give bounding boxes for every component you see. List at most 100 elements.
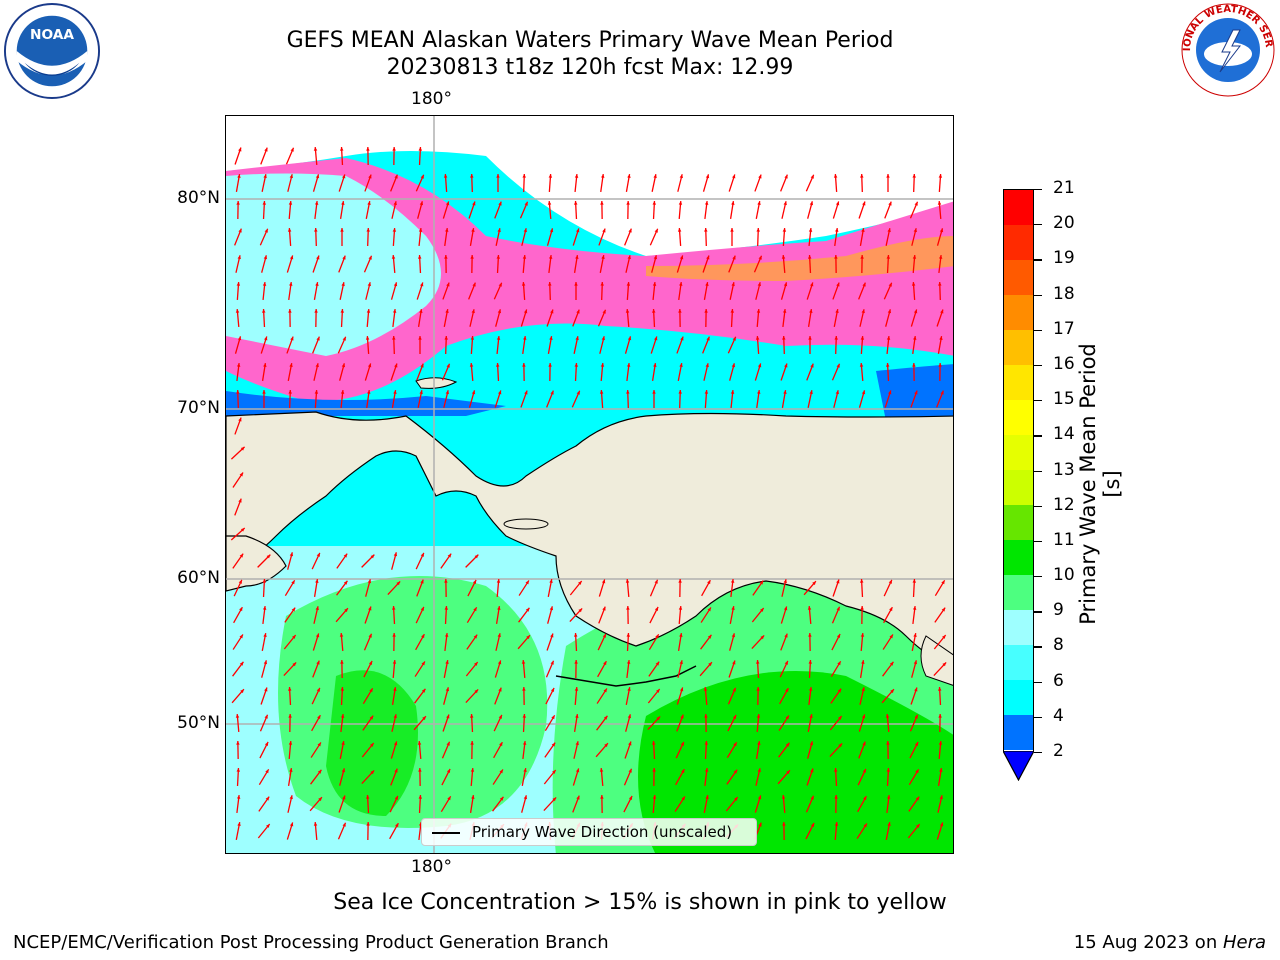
wave-direction-arrowhead [810, 768, 814, 773]
wave-direction-arrowhead [421, 661, 425, 666]
wave-direction-arrowhead [266, 554, 271, 559]
wave-direction-arrowhead [939, 795, 943, 800]
map-panel [225, 115, 954, 854]
wave-direction-arrowhead [628, 741, 632, 746]
colorbar-tick-label: 16 [1053, 353, 1075, 374]
wrangel-island [415, 377, 458, 389]
wave-direction-arrowhead [366, 228, 370, 232]
wave-direction-arrowhead [651, 309, 656, 313]
wave-direction-arrowhead [370, 554, 375, 559]
wave-direction-arrowhead [652, 768, 656, 772]
wave-direction-arrowhead [393, 201, 397, 206]
wave-direction-arrowhead [316, 687, 320, 692]
wave-direction-arrowhead [289, 768, 293, 772]
wave-direction-arrowhead [784, 633, 788, 638]
wave-direction-arrowhead [781, 255, 786, 259]
wave-direction-arrowhead [810, 795, 814, 800]
colorbar-segment [1004, 715, 1033, 751]
wave-direction-arrowhead [266, 824, 270, 828]
wave-direction-arrowhead [758, 174, 762, 179]
wave-direction-arrowhead [732, 660, 736, 665]
wave-direction-arrowhead [236, 363, 241, 367]
wave-direction-arrowhead [474, 689, 479, 694]
wave-direction-arrowhead [809, 309, 813, 313]
wave-direction-arrowhead [551, 742, 556, 747]
wave-direction-arrowhead [418, 768, 422, 772]
wave-direction-arrowhead [549, 336, 553, 340]
wave-direction-arrowhead [835, 201, 840, 206]
colorbar-under-extension [1003, 751, 1034, 781]
wave-direction-arrowhead [314, 390, 319, 394]
wave-direction-arrowhead [574, 660, 578, 664]
wave-direction-arrowhead [810, 363, 814, 368]
wave-direction-arrowhead [393, 741, 398, 746]
wave-direction-arrowhead [704, 201, 709, 205]
wave-direction-arrowhead [704, 714, 708, 718]
wave-direction-arrowhead [418, 228, 423, 232]
footer-machine: Hera [1222, 932, 1266, 953]
wave-direction-arrowhead [757, 795, 762, 800]
wave-direction-arrowhead [755, 660, 760, 664]
wave-direction-arrowhead [861, 390, 866, 395]
wave-direction-arrowhead [313, 147, 318, 151]
wave-direction-arrowhead [262, 579, 267, 583]
wave-direction-arrowhead [366, 147, 370, 151]
wave-direction-arrowhead [782, 822, 786, 826]
wave-direction-arrowhead [522, 687, 526, 691]
wave-direction-arrowhead [342, 336, 346, 341]
wave-direction-arrowhead [654, 579, 658, 584]
wave-direction-arrowhead [679, 255, 684, 260]
wave-direction-arrowhead [368, 174, 372, 179]
colorbar-tick-label: 6 [1053, 670, 1064, 691]
wave-direction-arrowhead [419, 390, 423, 395]
wave-direction-arrowhead [708, 662, 712, 667]
colorbar-tick-mark [1034, 224, 1042, 226]
wave-direction-arrowhead [861, 309, 865, 314]
wave-direction-arrowhead [626, 606, 630, 610]
wave-direction-arrowhead [264, 687, 268, 692]
wave-direction-arrowhead [289, 282, 293, 286]
lon-label-bottom: 180° [411, 857, 452, 877]
wave-direction-arrowhead [236, 201, 240, 205]
wave-direction-arrowhead [550, 633, 554, 638]
map-gridlines [226, 116, 953, 853]
wave-direction-arrowhead [939, 228, 944, 233]
colorbar-tick-label: 10 [1053, 565, 1075, 586]
map-legend: Primary Wave Direction (unscaled) [421, 818, 757, 846]
wave-direction-arrowhead [340, 228, 344, 232]
wave-direction-arrowhead [523, 768, 527, 773]
wave-direction-arrowhead [678, 390, 682, 394]
wave-direction-arrowhead [239, 472, 244, 477]
wave-direction-arrowhead [367, 579, 372, 584]
wave-direction-arrowhead [240, 527, 245, 532]
wave-direction-arrowhead [262, 390, 266, 394]
wave-direction-arrowhead [498, 201, 502, 206]
wave-direction-arrowhead [626, 660, 631, 664]
wave-direction-arrowhead [474, 662, 478, 666]
colorbar-tick-label: 17 [1053, 318, 1075, 339]
east-core-region [638, 671, 953, 853]
wave-direction-arrowhead [342, 822, 346, 827]
wave-direction-arrowhead [834, 336, 838, 340]
wave-direction-arrowhead [938, 714, 942, 718]
wave-direction-arrowhead [370, 743, 374, 747]
colorbar-tick-label: 19 [1053, 248, 1075, 269]
wave-direction-arrowhead [552, 797, 557, 802]
wave-direction-arrowhead [340, 309, 345, 313]
wave-direction-arrowhead [733, 769, 738, 774]
colorbar-tick-label: 13 [1053, 459, 1075, 480]
wave-direction-arrowhead [393, 390, 397, 394]
wave-direction-arrowhead [238, 228, 242, 233]
wave-direction-arrowhead [888, 390, 892, 395]
lon-label-top: 180° [411, 89, 452, 109]
colorbar-tick-mark [1034, 259, 1042, 261]
wave-direction-arrowhead [835, 309, 839, 314]
wave-direction-arrowhead [808, 660, 813, 664]
wave-direction-arrowhead [497, 309, 502, 314]
wave-direction-arrowhead [548, 363, 552, 367]
wave-direction-arrowhead [419, 309, 423, 313]
wave-direction-arrowhead [756, 309, 761, 313]
wave-direction-arrowhead [472, 201, 476, 206]
colorbar-tick-mark [1034, 540, 1042, 543]
wave-direction-arrowhead [471, 390, 476, 395]
